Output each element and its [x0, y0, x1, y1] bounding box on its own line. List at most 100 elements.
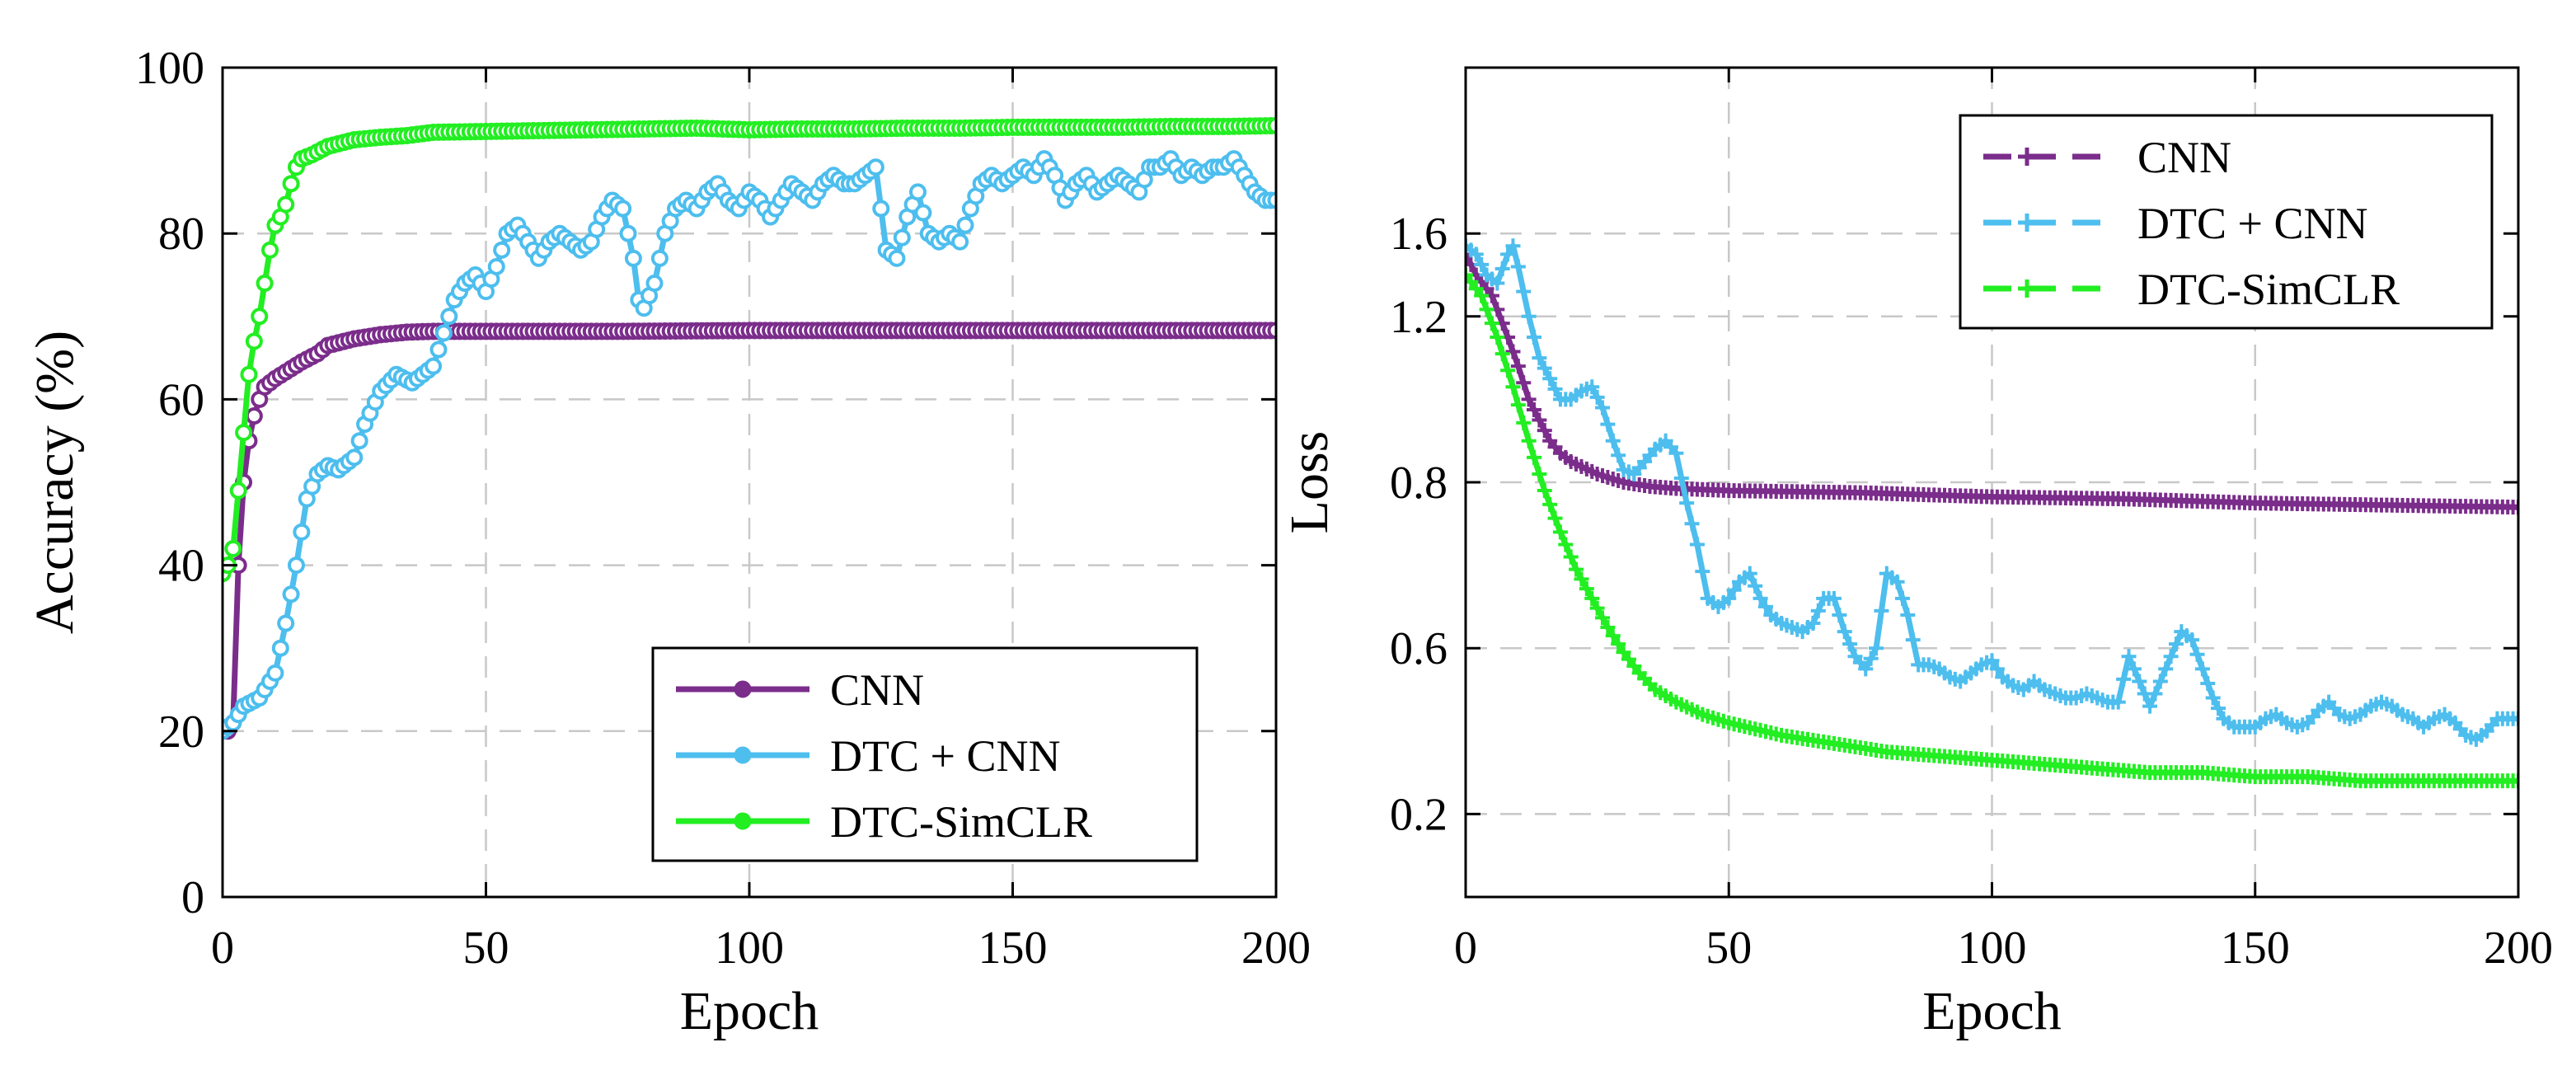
data-point [1516, 415, 1532, 430]
data-point [2121, 649, 2137, 664]
data-point [1900, 607, 1916, 622]
x-tick-label: 200 [2484, 923, 2553, 974]
data-point [624, 249, 642, 267]
data-point [1521, 433, 1537, 448]
data-point [1542, 371, 1558, 387]
data-point [1589, 389, 1605, 405]
data-point [1695, 564, 1710, 580]
data-point [1474, 256, 1490, 272]
x-tick-label: 100 [715, 923, 784, 974]
y-tick-label: 100 [135, 43, 204, 94]
legend-marker [734, 680, 752, 698]
data-point [1874, 603, 1889, 618]
data-point [1505, 344, 1521, 359]
data-point [345, 448, 364, 467]
data-point [1689, 537, 1705, 552]
data-point [1858, 661, 1874, 677]
data-point [266, 664, 284, 682]
data-point [1826, 590, 1842, 606]
data-point [1542, 496, 1558, 512]
legend-label: DTC-SimCLR [2137, 265, 2400, 314]
data-point [293, 523, 311, 541]
data-point [2147, 686, 2163, 702]
data-point [1742, 566, 1757, 581]
series-dtc-simclr [223, 116, 1276, 583]
data-point [1863, 650, 1879, 666]
chart-panel-accuracy: 0 50 100 150 200 0 20 40 60 80 100 Epoch Accuracy (%… [25, 43, 1311, 1041]
data-point [2158, 661, 2174, 677]
data-point [1532, 466, 1547, 481]
data-point [277, 614, 295, 632]
data-point [2163, 649, 2179, 664]
data-point [440, 308, 458, 326]
data-point [1547, 381, 1563, 397]
data-point [914, 204, 932, 222]
data-point [614, 200, 632, 218]
data-point [2126, 661, 2142, 677]
series-cnn [1466, 247, 2518, 515]
legend-marker [734, 746, 752, 764]
y-tick-label: 60 [158, 374, 204, 425]
data-point [287, 556, 305, 575]
x-tick-label: 0 [211, 923, 234, 974]
y-tick-label: 20 [158, 707, 204, 758]
data-point [1505, 238, 1521, 254]
legend-label: DTC-SimCLR [830, 797, 1092, 847]
data-point [1505, 379, 1521, 395]
data-point [1527, 449, 1542, 465]
data-point [1574, 571, 1589, 587]
data-point [1537, 423, 1552, 439]
data-point [2142, 698, 2158, 714]
data-point [1490, 275, 1505, 291]
data-point [271, 639, 289, 657]
data-point [1989, 661, 2005, 677]
y-tick-label: 40 [158, 541, 204, 592]
x-tick-label: 50 [463, 923, 509, 974]
data-point [1494, 261, 1510, 276]
data-point [1748, 578, 1763, 594]
data-point [1605, 433, 1621, 448]
data-point [1837, 624, 1852, 640]
data-point [908, 183, 927, 201]
data-point [2132, 674, 2147, 689]
data-point [2152, 674, 2168, 689]
data-point [1267, 116, 1276, 134]
data-point [1516, 375, 1532, 391]
data-point [282, 585, 300, 603]
data-point [2211, 701, 2226, 716]
data-point [2511, 711, 2518, 726]
data-point [2116, 671, 2132, 687]
data-point [1267, 322, 1276, 340]
legend-label: DTC + CNN [2137, 199, 2367, 248]
data-point [2110, 694, 2126, 710]
data-point [487, 257, 505, 275]
data-point [1468, 247, 1484, 262]
legend-label: CNN [830, 665, 924, 715]
series-dtc-simclr [1466, 267, 2518, 789]
data-point [434, 324, 453, 342]
data-point [619, 224, 637, 242]
data-point [350, 432, 368, 450]
data-point [1984, 653, 2000, 669]
legend-marker [2018, 279, 2036, 298]
data-point [1832, 607, 1847, 622]
data-point [1527, 401, 1542, 417]
data-point [1589, 600, 1605, 616]
data-point [645, 275, 664, 293]
y-axis-title: Loss [1279, 431, 1340, 534]
data-point [493, 241, 511, 259]
data-point [2184, 632, 2200, 648]
data-point [229, 481, 247, 500]
data-point [1810, 603, 1826, 618]
data-point [1721, 590, 1737, 606]
data-point [1842, 636, 1858, 652]
data-point [866, 158, 884, 176]
data-point [1584, 590, 1600, 606]
legend-marker [2018, 214, 2036, 232]
series-dtc-cnn [1466, 238, 2518, 747]
data-point [261, 241, 279, 259]
data-point [1584, 379, 1600, 395]
data-point [1673, 470, 1689, 486]
data-point [1605, 628, 1621, 644]
data-point [2205, 690, 2221, 706]
